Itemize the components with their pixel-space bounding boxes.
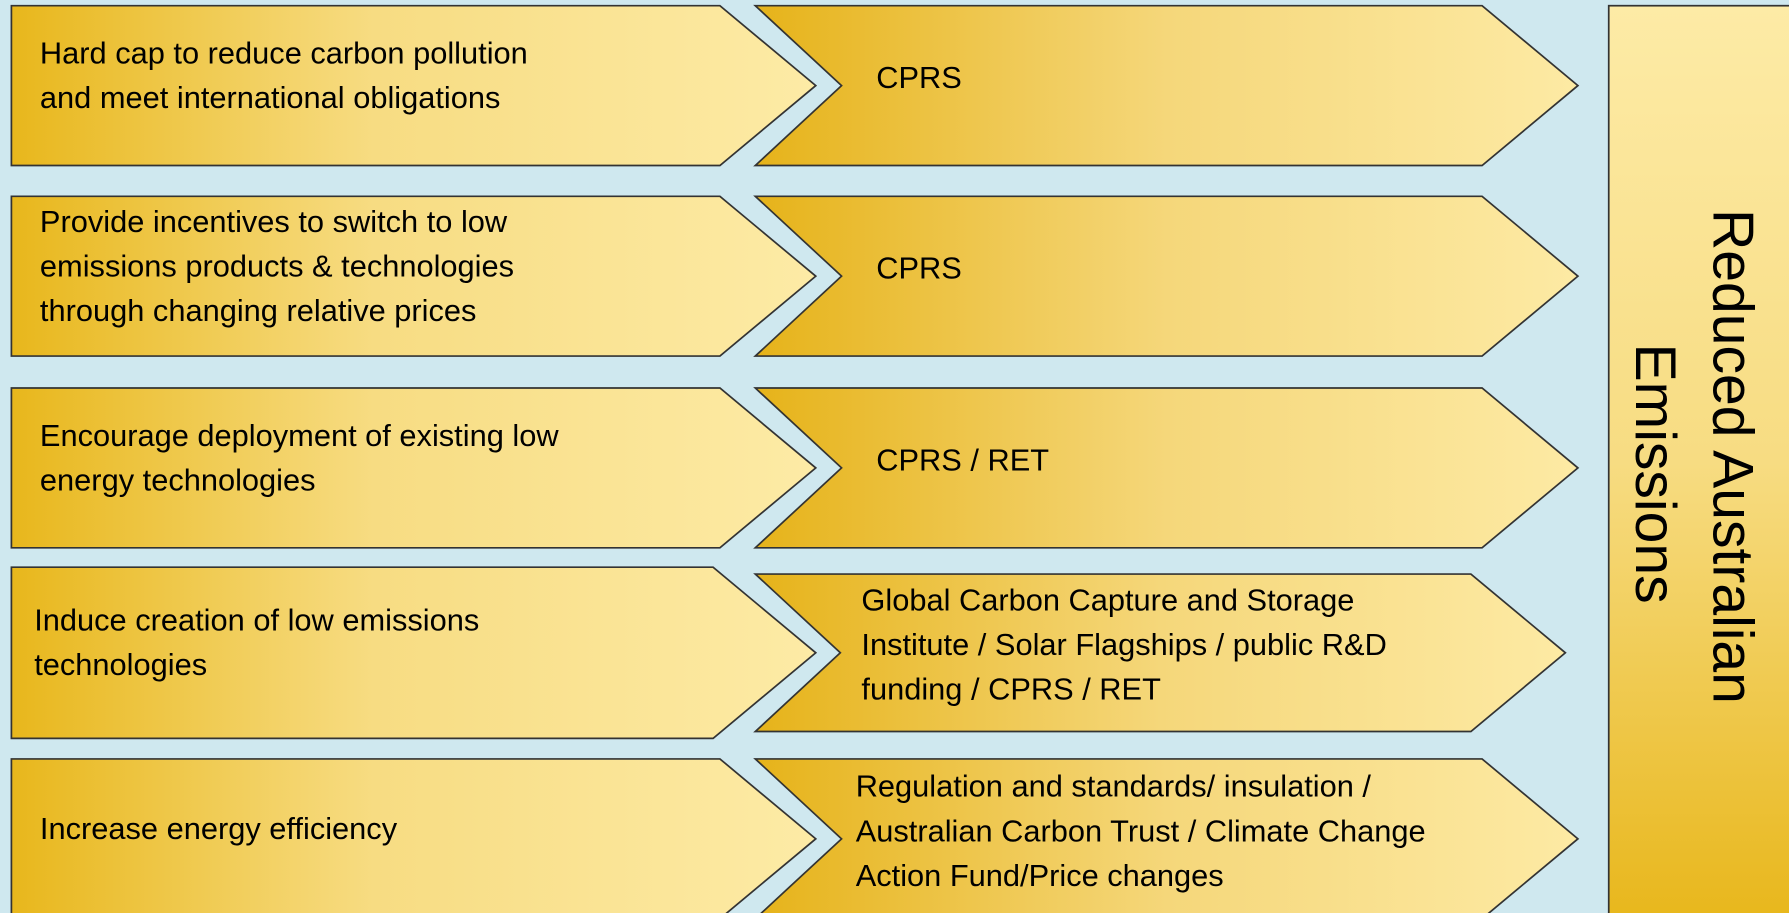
objective-text: through changing relative prices — [40, 293, 477, 328]
objective-text: Increase energy efficiency — [40, 811, 398, 846]
objective-text: emissions products & technologies — [40, 248, 514, 283]
measure-arrow — [753, 4, 1580, 167]
objective-text: energy technologies — [40, 462, 316, 497]
objective-text: Provide incentives to switch to low — [40, 204, 508, 239]
measure-text: CPRS / RET — [876, 442, 1049, 477]
objective-text: Induce creation of low emissions — [34, 603, 479, 638]
outcome-text: Emissions — [1623, 344, 1687, 604]
objective-text: Encourage deployment of existing low — [40, 418, 559, 453]
measure-arrow — [753, 573, 1567, 733]
measure-text: Global Carbon Capture and Storage — [861, 583, 1354, 618]
objective-text: Hard cap to reduce carbon pollution — [40, 35, 528, 70]
measure-arrow — [753, 195, 1580, 357]
objective-arrow — [10, 195, 818, 357]
measure-text: Action Fund/Price changes — [856, 858, 1224, 893]
measure-text: Australian Carbon Trust / Climate Change — [856, 813, 1426, 848]
objective-arrow — [10, 4, 818, 167]
objective-text: technologies — [34, 647, 207, 682]
measure-text: CPRS — [876, 251, 962, 286]
objective-arrow — [10, 566, 818, 740]
outcome-text: Reduced Australian — [1700, 209, 1764, 704]
measure-arrow — [753, 387, 1580, 549]
objective-arrow — [10, 758, 818, 913]
measure-text: Institute / Solar Flagships / public R&D — [861, 627, 1386, 662]
outcome-panel — [1607, 4, 1789, 913]
measure-text: CPRS — [876, 60, 962, 95]
measure-arrow — [753, 758, 1580, 913]
measure-text: Regulation and standards/ insulation / — [856, 769, 1372, 804]
measure-text: funding / CPRS / RET — [861, 672, 1161, 707]
objective-arrow — [10, 387, 818, 549]
objective-text: and meet international obligations — [40, 80, 501, 115]
